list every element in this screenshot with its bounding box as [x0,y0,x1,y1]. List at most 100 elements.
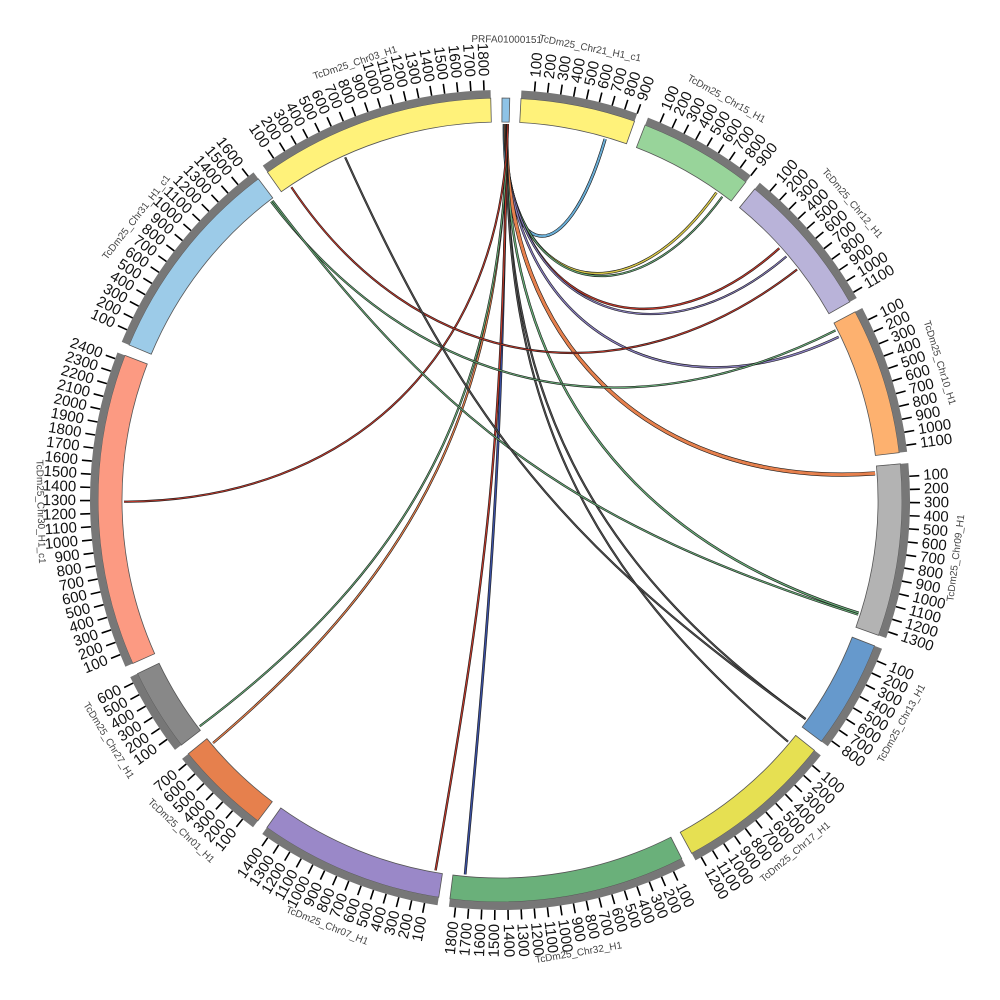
tick-mark [267,149,275,159]
tick-mark [794,784,803,793]
tick-mark [295,858,302,868]
tick-mark [572,86,577,97]
tick-mark [283,851,291,862]
tick-label: 300 [381,909,404,937]
link-outline [505,124,789,743]
tick-mark [546,82,550,93]
tick-mark [93,603,104,609]
tick-mark [278,142,286,152]
tick-label: 1500 [43,463,77,482]
link-TcDm25_Chr31_H1_c1-TcDm25_Chr10_H1 [270,201,836,388]
tick-mark [520,909,523,920]
tick-mark [81,459,92,462]
tick-label: 900 [914,403,942,425]
tick-mark [421,902,426,913]
tick-mark [878,339,889,345]
tick-mark [395,897,400,908]
tick-mark [901,580,912,584]
link-PRFA01000151-TcDm25_Chr07_H1 [434,124,509,871]
tick-mark [744,827,752,837]
tick-mark [105,641,116,647]
tick-mark [80,526,91,529]
tick-mark [755,819,763,829]
tick-label: 1300 [401,50,424,86]
tick-label: 400 [367,905,390,934]
tick-mark [901,416,912,421]
tick-mark [351,106,357,117]
tick-mark [123,682,134,689]
tick-mark [728,151,736,161]
tick-mark [533,81,537,92]
tick-band-TcDm25_Chr07_H1 [262,827,439,906]
tick-label: 100 [409,915,430,943]
tick-mark [469,81,472,92]
tick-label: 600 [595,62,618,90]
tick-label: 900 [568,916,589,944]
tick-mark [585,89,590,100]
link-outline [290,186,798,354]
chromosome-block-TcDm25_Chr31_H1_c1 [128,178,274,355]
link-PRFA01000151-TcDm25_Chr12_H1 [504,124,780,310]
tick-mark [671,118,678,129]
tick-mark [797,211,807,220]
tick-mark [344,880,350,891]
tick-mark [623,890,629,901]
link-PRFA01000151-TcDm25_Chr09_H1 [505,124,859,614]
tick-mark [815,231,824,240]
tick-mark [906,443,917,446]
tick-mark [130,694,140,701]
link-TcDm25_Chr31_H1_c1-TcDm25_Chr09_H1 [272,200,859,616]
tick-label: 1500 [430,46,451,81]
tick-mark [143,716,153,724]
tick-label: 200 [395,912,417,940]
tick-mark [871,672,882,678]
chromosome-block-PRFA01000151 [501,97,511,123]
tick-band-TcDm25_Chr01_H1 [182,753,258,828]
tick-label: 1300 [513,923,532,957]
tick-mark [700,856,707,867]
tick-mark [466,908,470,919]
tick-mark [369,889,375,900]
tick-mark [775,802,784,812]
chromosome-block-TcDm25_Chr13_H1 [801,636,876,743]
tick-mark [909,474,920,478]
tick-mark [319,870,326,880]
tick-mark [873,326,884,333]
tick-mark [429,85,433,96]
link-TcDm25_Chr12_H1-TcDm25_Chr03_H1 [290,186,798,354]
tick-mark [389,94,394,105]
tick-mark [314,122,320,133]
tick-mark [165,244,175,252]
tick-mark [150,727,161,735]
tick-mark [93,393,104,398]
tick-label: 700 [608,66,631,95]
tick-label: 1100 [44,519,77,538]
tick-mark [908,528,920,531]
tick-label: 1600 [444,44,464,79]
tick-label: 600 [60,587,88,609]
tick-mark [302,128,309,139]
chromosome-label-PRFA01000151: PRFA01000151 [471,34,542,46]
tick-mark [331,875,338,886]
tick-mark [585,900,590,911]
tick-band-TcDm25_Chr27_H1 [130,673,182,750]
tick-label: 1800 [47,419,83,441]
tick-mark [215,801,224,810]
tick-mark [883,351,894,357]
tick-mark [196,782,205,792]
tick-mark [852,707,863,714]
tick-label: 500 [581,59,603,87]
chromosome-block-TcDm25_Chr09_H1 [855,463,903,636]
link-PRFA01000151-TcDm25_Chr10_H1 [505,124,840,369]
tick-mark [191,213,201,222]
tick-label: 200 [924,480,949,498]
tick-mark [546,907,550,918]
tick-mark [611,95,616,106]
tick-mark [904,429,915,433]
link-outline [270,201,837,389]
tick-mark [83,445,94,449]
tick-label: 1700 [459,43,478,77]
tick-mark [136,705,147,712]
tick-mark [110,653,121,660]
